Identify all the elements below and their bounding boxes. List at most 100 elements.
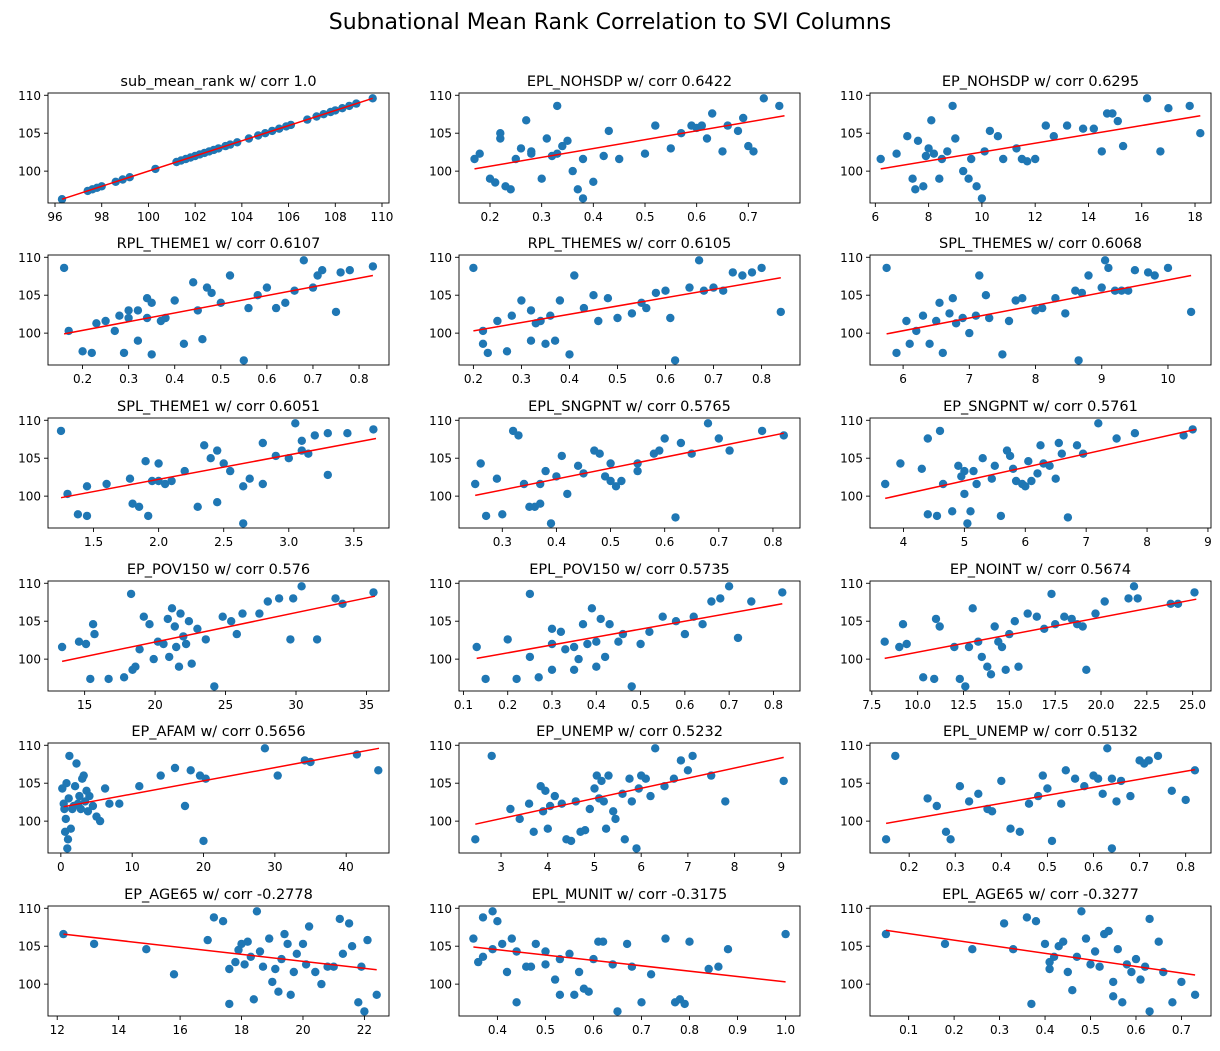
data-point [70,782,80,791]
x-tick-label: 0.6 [257,372,276,386]
data-point [733,633,743,643]
data-point [198,335,207,344]
data-point [156,771,165,780]
data-point [284,454,293,463]
regression-line [885,929,1196,976]
data-point [1001,665,1010,674]
data-point [76,804,86,814]
subplot-title: sub_mean_rank w/ corr 1.0 [120,74,316,90]
scatter-points [471,744,788,853]
data-point [1006,824,1015,833]
data-point [1074,356,1083,365]
x-tick-label: 0.5 [1081,1023,1100,1037]
data-point [578,194,588,203]
data-point [617,476,626,486]
x-tick-label: 0.3 [990,1023,1009,1037]
x-tick-label: 8 [1143,535,1151,549]
data-point [661,934,670,943]
data-point [960,489,969,499]
data-point [335,914,344,924]
data-point [506,185,515,194]
data-point [252,907,262,916]
data-point [1133,594,1142,603]
data-point [757,263,766,273]
data-point [115,799,124,808]
data-point [964,174,973,183]
data-point [1156,147,1165,156]
data-point [239,482,248,491]
data-point [299,256,308,265]
data-point [1022,913,1032,922]
data-point [167,476,176,486]
x-tick-label: 30 [267,860,282,874]
data-point [666,313,675,323]
data-point [932,511,942,521]
axes-frame [458,742,801,854]
data-point [470,154,479,164]
x-tick-label: 100 [137,210,160,224]
data-point [336,268,345,277]
data-point [1143,268,1153,277]
x-tick-label: 1.5 [84,535,103,549]
data-point [1027,999,1036,1009]
x-tick-label: 18 [1187,210,1202,224]
data-point [633,466,642,476]
data-point [543,824,552,833]
data-point [289,594,298,603]
x-tick-label: 9 [777,860,785,874]
x-tick-label: 9 [1204,535,1212,549]
data-point [1061,766,1071,775]
data-point [1015,827,1024,836]
data-point [714,434,723,443]
data-point [935,174,944,183]
subplot-2: EPL_NOHSDP w/ corr 0.6422 0.2 0.3 0.4 0.5 0.6… [429,74,801,224]
x-tick-label: 104 [230,210,253,224]
x-tick-label: 12 [50,1023,65,1037]
subplot-title: EPL_POV150 w/ corr 0.5735 [529,562,730,578]
data-point [498,510,507,519]
x-tick-label: 0.6 [687,210,706,224]
data-point [938,348,947,358]
data-point [63,844,72,853]
data-point [744,141,753,151]
data-point [1041,121,1051,130]
x-tick-label: 4 [544,860,552,874]
data-point [541,947,550,956]
data-point [565,350,574,359]
x-tick-label: 0.6 [655,535,674,549]
data-point [1051,294,1060,303]
data-point [1061,309,1070,318]
axes-frame [47,580,390,692]
data-point [546,519,556,528]
data-point [1038,771,1048,780]
data-point [940,939,950,949]
data-point [614,637,623,646]
scatter-points [470,94,784,203]
data-point [584,987,593,996]
data-point [471,479,480,489]
data-point [176,609,185,618]
data-point [524,799,534,808]
data-point [317,979,326,989]
data-point [655,446,664,455]
data-point [1021,482,1030,491]
regression-line [61,97,373,200]
x-tick-label: 0.4 [488,1023,507,1037]
data-point [239,519,248,528]
data-point [1063,967,1073,977]
data-point [374,766,383,775]
subplot-18: EPL_AGE65 w/ corr -0.3277 0.1 0.2 0.3 0.4 0.5… [840,887,1212,1037]
scatter-points [881,907,1200,1016]
x-tick-label: 20 [147,698,162,712]
data-point [478,952,488,961]
data-point [999,919,1009,928]
data-point [574,654,583,664]
data-point [88,620,98,629]
data-point [88,801,98,811]
data-point [469,934,478,943]
data-point [968,945,977,954]
subplot-8: EPL_SNGPNT w/ corr 0.5765 0.3 0.4 0.5 0.6 0.7… [429,399,801,549]
data-point [310,431,319,440]
x-tick-label: 8 [925,210,933,224]
regression-line [63,747,380,808]
